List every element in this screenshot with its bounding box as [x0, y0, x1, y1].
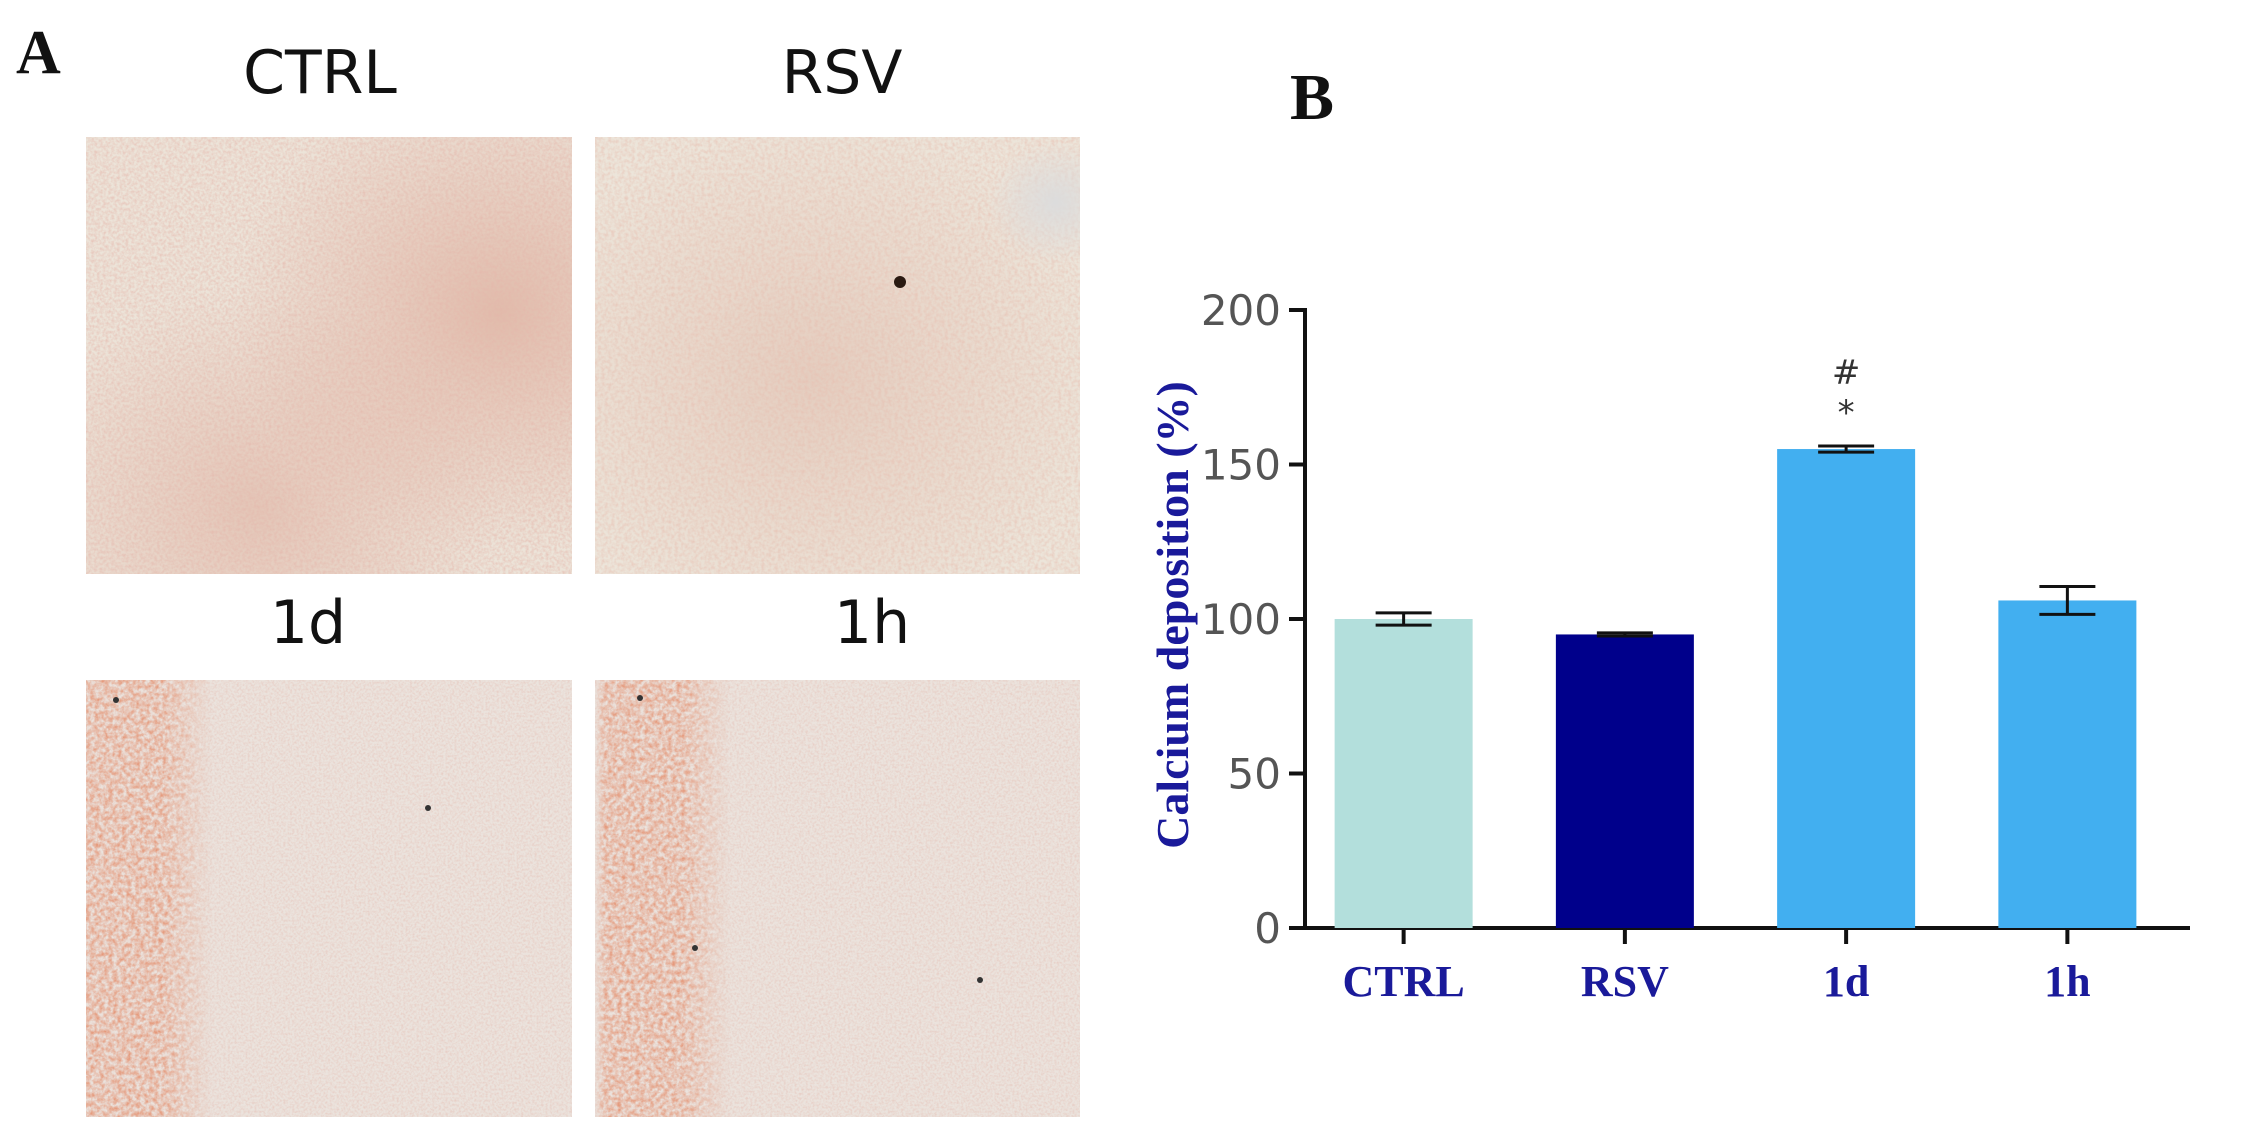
panel-b-letter: B [1290, 61, 1335, 134]
x-tick-label-rsv: RSV [1581, 957, 1669, 1006]
panel-a-letter: A [16, 19, 61, 87]
micrograph-1d [86, 680, 572, 1117]
image-title-ctrl: CTRL [243, 38, 397, 108]
x-tick-label-ctrl: CTRL [1343, 957, 1465, 1006]
x-axis: CTRL RSV 1d 1h [1303, 926, 2190, 1006]
y-axis: 0 50 100 150 200 [1201, 286, 1307, 953]
significance-mark: # [1832, 353, 1861, 393]
x-tick-label-1h: 1h [2044, 957, 2090, 1006]
image-title-1d: 1d [269, 588, 347, 658]
bar-rsv [1555, 634, 1694, 928]
y-tick-label: 0 [1254, 904, 1281, 953]
annotations: #* [1832, 353, 1861, 433]
micrograph-rsv [595, 137, 1080, 574]
y-tick-label: 50 [1228, 750, 1281, 799]
image-title-rsv: RSV [781, 38, 903, 108]
y-tick-label: 150 [1201, 441, 1281, 490]
x-tick-label-1d: 1d [1823, 957, 1869, 1006]
micrograph-ctrl [86, 137, 572, 574]
calcium-bar-chart: 0 50 100 150 200 CTRL RSV 1d 1h #* Calcium depo… [1147, 286, 2190, 1006]
image-title-1h: 1h [833, 588, 911, 658]
bar-ctrl [1334, 619, 1473, 928]
y-tick-label: 100 [1201, 595, 1281, 644]
y-tick-label: 200 [1201, 286, 1281, 335]
significance-mark: * [1838, 393, 1855, 433]
bar-1d [1777, 449, 1916, 928]
bars [1334, 444, 2137, 928]
micrograph-1h [595, 680, 1080, 1117]
y-axis-label: Calcium deposition (%) [1147, 381, 1198, 849]
bar-1h [1998, 600, 2137, 928]
